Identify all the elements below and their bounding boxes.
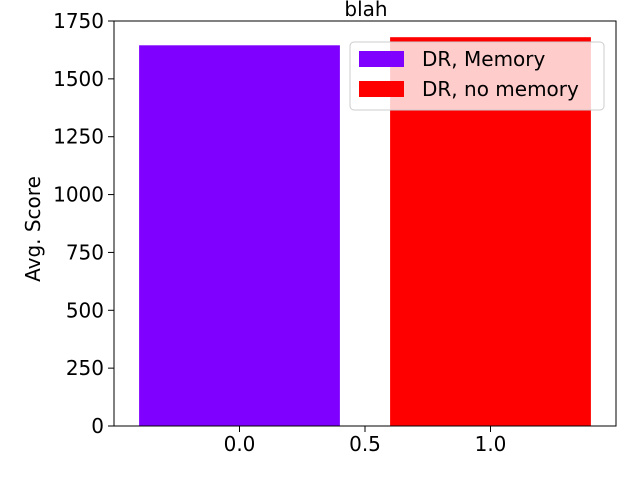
axes-group: 0 250 500 750 1000 1250 1500 1750 0.0 0.5 1.0 — [53, 9, 617, 456]
legend-label: DR, no memory — [422, 77, 579, 101]
x-tick-label: 0.5 — [349, 432, 381, 456]
y-tick-label: 1250 — [53, 125, 104, 149]
legend-swatch — [359, 81, 404, 97]
x-tick-label: 0.0 — [224, 432, 256, 456]
legend-box — [349, 41, 605, 111]
y-tick-label: 1750 — [53, 9, 104, 33]
legend: DR, Memory DR, no memory — [349, 41, 605, 111]
legend-label: DR, Memory — [422, 47, 546, 71]
y-axis-label: Avg. Score — [21, 176, 45, 282]
y-tick-label: 250 — [66, 356, 104, 380]
y-tick-label: 1000 — [53, 183, 104, 207]
y-tick-label: 1500 — [53, 67, 104, 91]
y-tick-label: 500 — [66, 298, 104, 322]
bar-0 — [139, 45, 340, 427]
y-tick-label: 0 — [91, 414, 104, 438]
legend-swatch — [359, 51, 404, 67]
chart-title: blah — [344, 0, 387, 21]
x-tick-label: 1.0 — [475, 432, 507, 456]
y-tick-label: 750 — [66, 240, 104, 264]
